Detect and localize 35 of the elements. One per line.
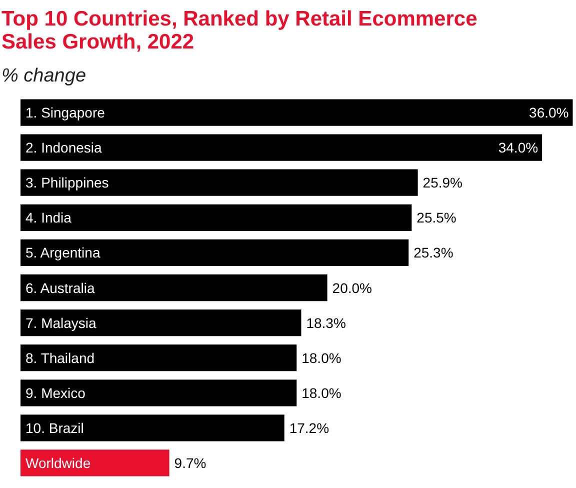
- bar: [20, 309, 302, 336]
- data-label: 25.9%: [422, 174, 463, 191]
- y-tick-label: 9. Mexico: [26, 384, 86, 401]
- bar: [20, 134, 542, 161]
- y-tick-label: 8. Thailand: [26, 350, 95, 366]
- data-label: 36.0%: [529, 104, 569, 121]
- bar: [20, 450, 170, 476]
- bar: [20, 380, 297, 406]
- y-tick-label: 7. Malaysia: [26, 314, 97, 331]
- chart-title: Top 10 Countries, Ranked by Retail Ecommerce Sales Growth, 2022: [2, 8, 478, 54]
- bar: [20, 344, 297, 372]
- data-label: 25.3%: [414, 244, 454, 261]
- y-tick-label: 10. Brazil: [26, 420, 84, 436]
- data-label: 34.0%: [498, 140, 538, 156]
- data-label: 18.3%: [306, 314, 346, 331]
- bar: [20, 239, 409, 266]
- bar: [20, 99, 573, 126]
- y-tick-label: 3. Philippines: [26, 174, 109, 191]
- chart-subtitle: % change: [2, 66, 86, 86]
- y-tick-label: 5. Argentina: [26, 244, 100, 261]
- data-label: 18.0%: [302, 350, 342, 366]
- y-tick-label: 1. Singapore: [26, 104, 106, 121]
- bar: [20, 204, 412, 231]
- data-label: 17.2%: [289, 420, 330, 436]
- y-tick-label: Worldwide: [26, 454, 91, 471]
- bar: [20, 169, 418, 196]
- data-label: 18.0%: [302, 384, 342, 401]
- data-label: 20.0%: [332, 280, 372, 296]
- y-tick-label: 4. India: [26, 210, 72, 226]
- bar: [20, 274, 328, 302]
- data-label: 25.5%: [416, 210, 456, 226]
- data-label: 9.7%: [174, 454, 206, 471]
- y-tick-label: 6. Australia: [26, 280, 95, 296]
- bar: [20, 414, 284, 442]
- y-tick-label: 2. Indonesia: [26, 140, 102, 156]
